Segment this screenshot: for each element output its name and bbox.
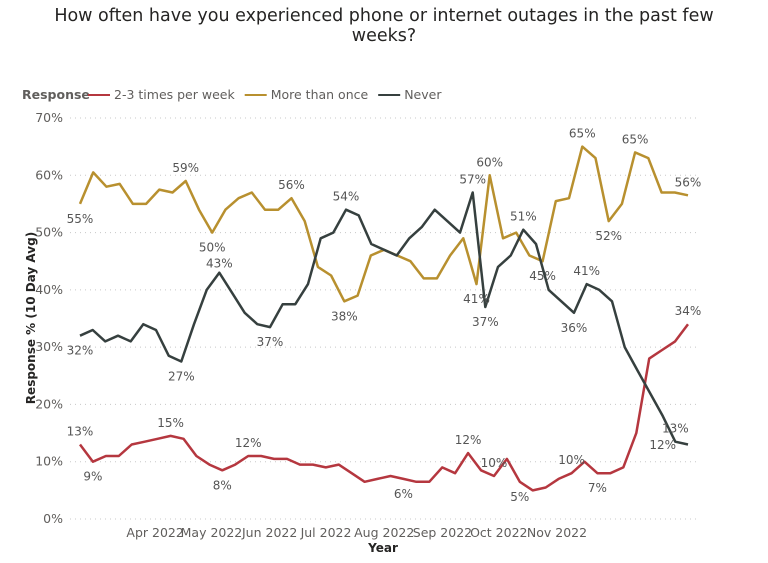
data-label: 41% bbox=[573, 264, 600, 278]
data-label: 59% bbox=[172, 161, 199, 175]
y-tick-label: 0% bbox=[43, 511, 63, 526]
x-tick-label: May 2022 bbox=[181, 525, 243, 540]
legend-title: Response bbox=[22, 87, 90, 102]
data-label: 13% bbox=[67, 425, 94, 439]
series-line-0 bbox=[78, 323, 689, 492]
x-tick-label: Aug 2022 bbox=[354, 525, 414, 540]
data-label: 38% bbox=[331, 309, 358, 323]
data-label: 15% bbox=[157, 416, 184, 430]
y-tick-label: 20% bbox=[35, 396, 63, 411]
data-label: 8% bbox=[213, 478, 232, 492]
data-label: 36% bbox=[561, 321, 588, 335]
data-label: 41% bbox=[463, 292, 490, 306]
legend-entry: Never bbox=[404, 87, 442, 102]
data-label: 45% bbox=[529, 269, 556, 283]
x-tick-label: Apr 2022 bbox=[126, 525, 183, 540]
data-label: 34% bbox=[675, 304, 702, 318]
x-tick-label: Jul 2022 bbox=[300, 525, 352, 540]
y-axis-title: Response % (10 Day Avg) bbox=[24, 232, 38, 404]
y-tick-label: 70% bbox=[35, 110, 63, 125]
y-tick-label: 10% bbox=[35, 454, 63, 469]
data-label: 37% bbox=[257, 335, 284, 349]
data-label: 37% bbox=[472, 315, 499, 329]
x-axis-title: Year bbox=[367, 541, 398, 555]
data-label: 9% bbox=[83, 470, 102, 484]
legend-entry: 2-3 times per week bbox=[114, 87, 235, 102]
data-label: 43% bbox=[206, 257, 233, 271]
data-label: 12% bbox=[235, 436, 262, 450]
data-label: 55% bbox=[67, 212, 94, 226]
x-tick-label: Sep 2022 bbox=[413, 525, 472, 540]
data-label: 6% bbox=[394, 487, 413, 501]
data-label: 51% bbox=[510, 210, 537, 224]
y-tick-label: 30% bbox=[35, 339, 63, 354]
data-label: 50% bbox=[199, 241, 226, 255]
data-label: 32% bbox=[67, 344, 94, 358]
data-label: 10% bbox=[558, 453, 585, 467]
data-label: 56% bbox=[278, 178, 305, 192]
data-label: 56% bbox=[675, 175, 702, 189]
data-label: 60% bbox=[476, 155, 503, 169]
series-line-2 bbox=[79, 191, 689, 446]
data-label: 5% bbox=[510, 490, 529, 504]
y-tick-label: 60% bbox=[35, 167, 63, 182]
data-label: 65% bbox=[622, 132, 649, 146]
data-label: 12% bbox=[455, 433, 482, 447]
chart-title: How often have you experienced phone or … bbox=[54, 6, 714, 46]
data-label: 10% bbox=[481, 456, 508, 470]
y-tick-label: 50% bbox=[35, 225, 63, 240]
data-label: 65% bbox=[569, 127, 596, 141]
data-label: 13% bbox=[662, 422, 689, 436]
legend-entry: More than once bbox=[271, 87, 369, 102]
data-label: 12% bbox=[649, 438, 676, 452]
data-label: 52% bbox=[595, 229, 622, 243]
x-tick-label: Oct 2022 bbox=[470, 525, 527, 540]
x-tick-label: Jun 2022 bbox=[241, 525, 297, 540]
data-label: 7% bbox=[588, 481, 607, 495]
x-tick-label: Nov 2022 bbox=[527, 525, 587, 540]
data-label: 54% bbox=[333, 190, 360, 204]
y-tick-label: 40% bbox=[35, 282, 63, 297]
data-label: 57% bbox=[459, 172, 486, 186]
data-label: 27% bbox=[168, 369, 195, 383]
